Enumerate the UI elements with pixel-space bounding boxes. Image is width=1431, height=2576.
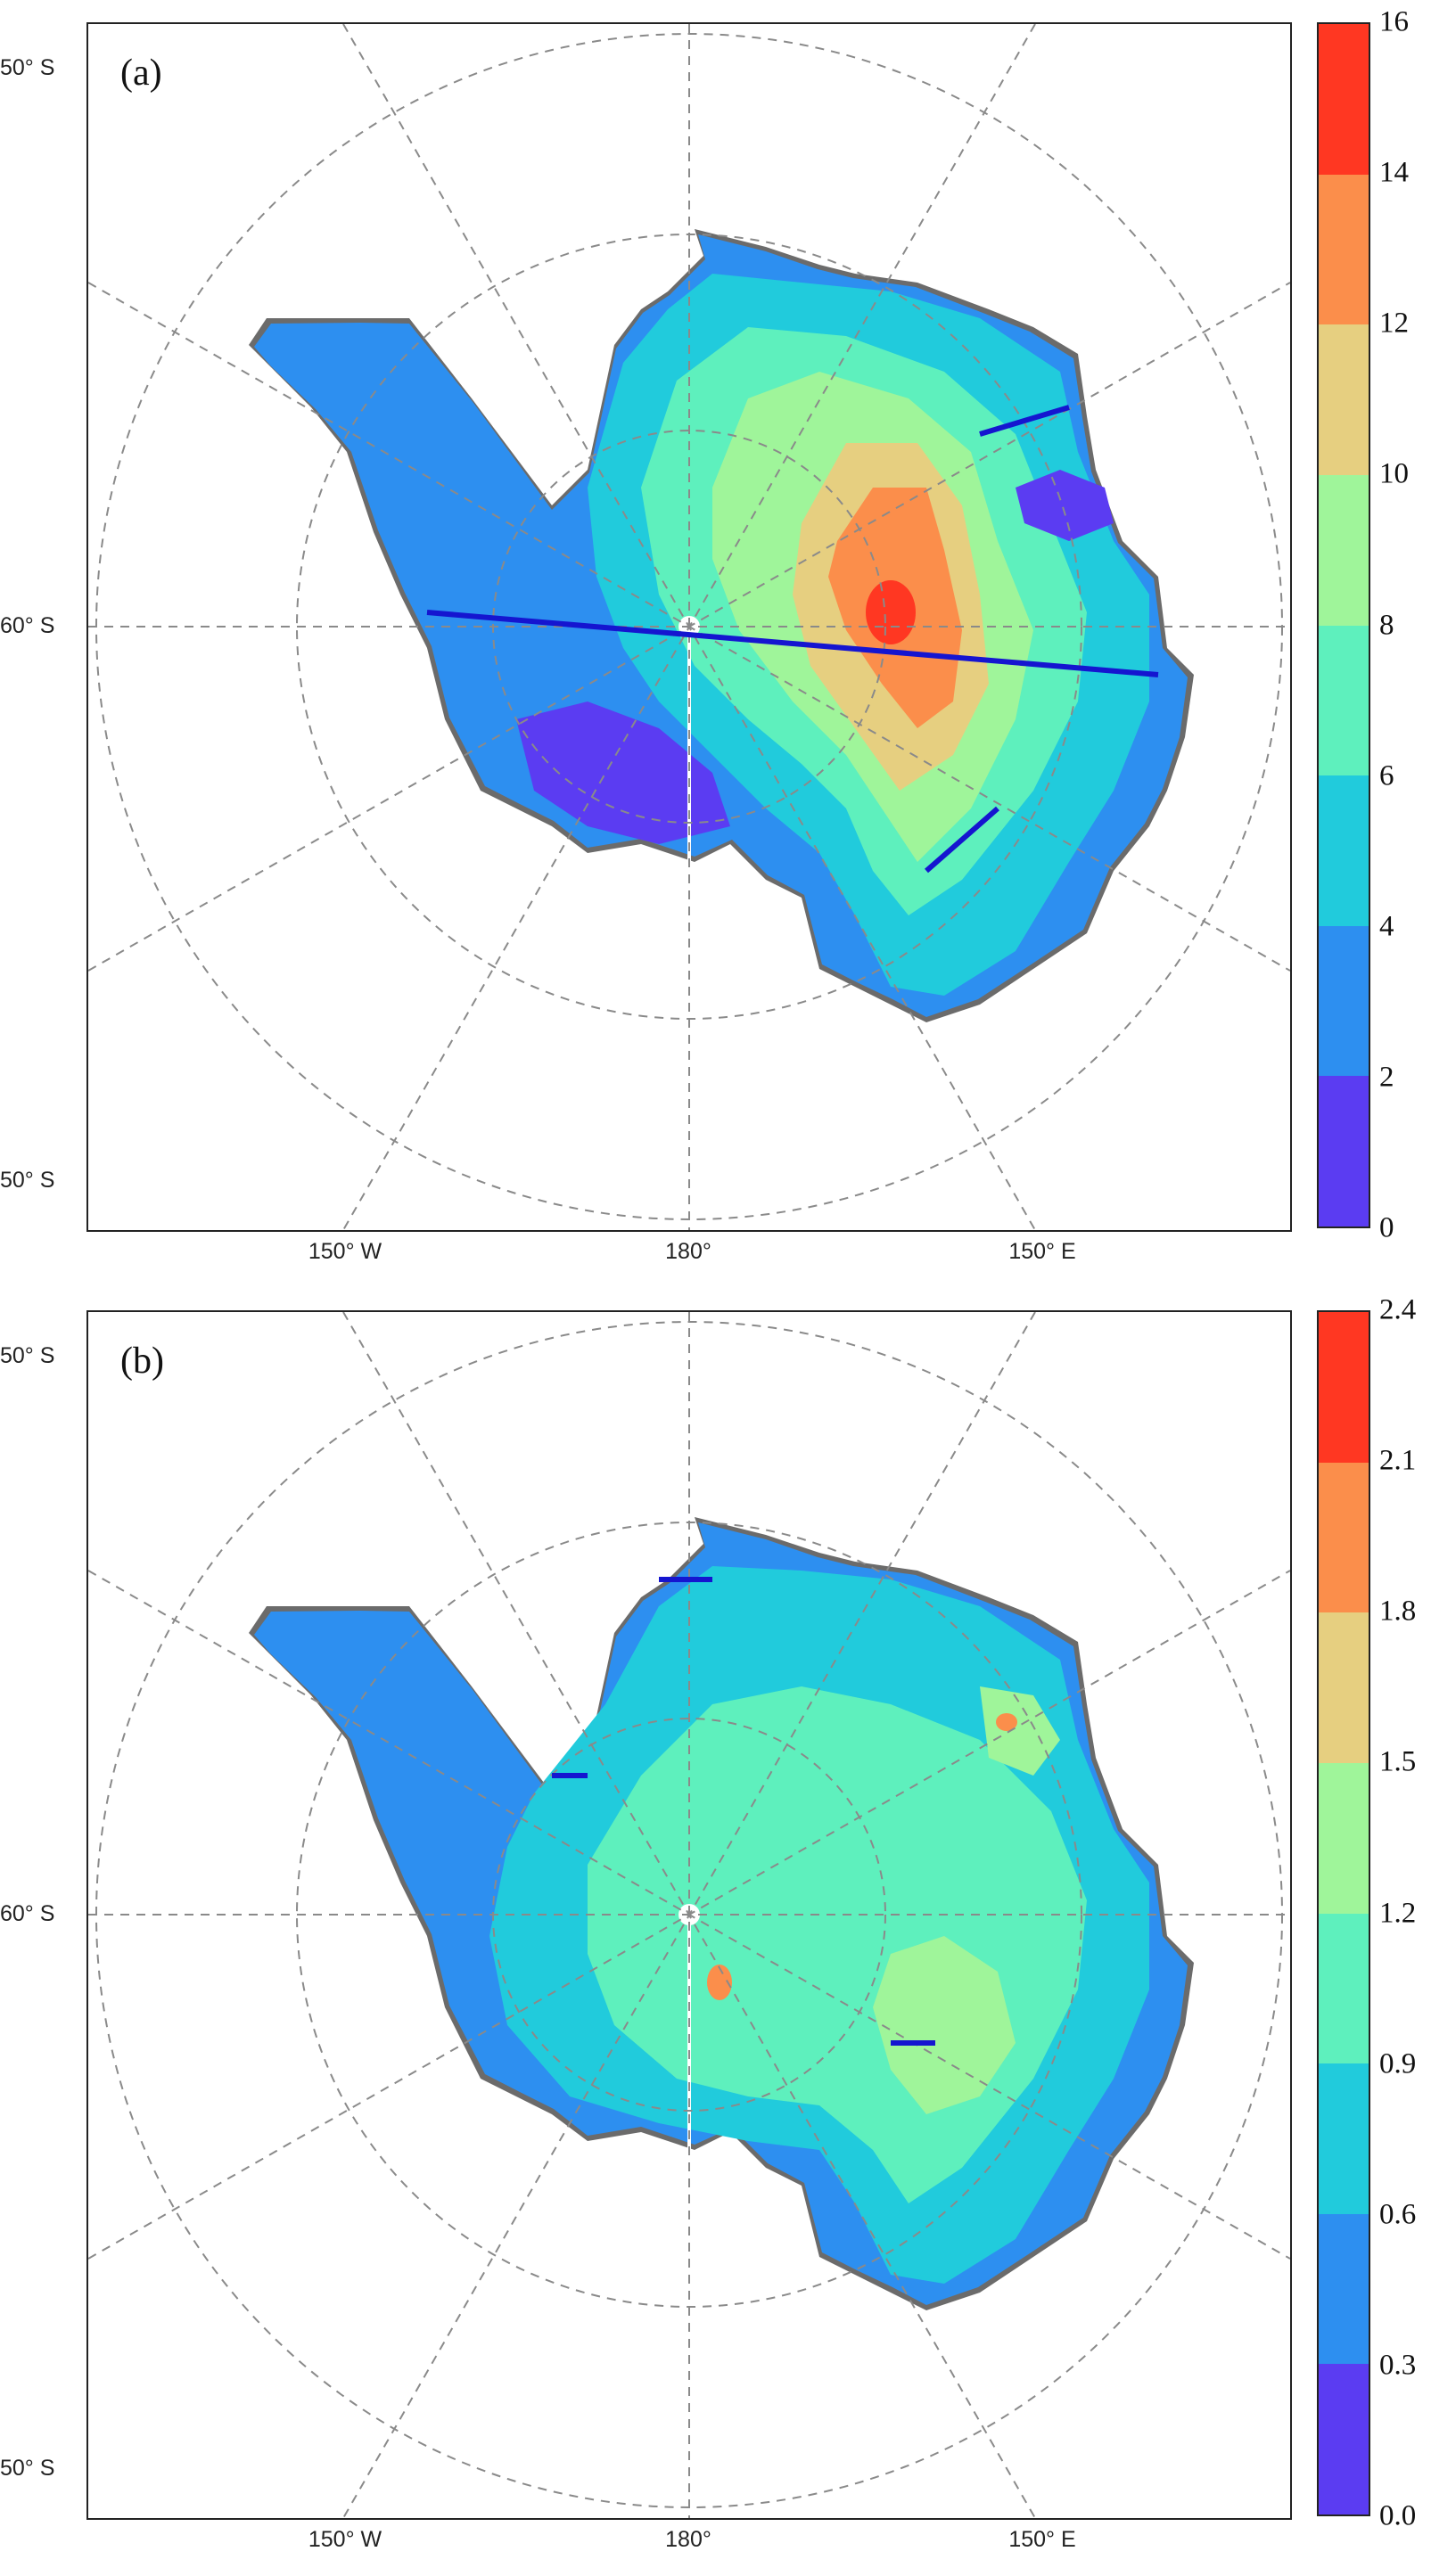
colorbar-tick-label: 2 <box>1379 1061 1394 1094</box>
graticule-b <box>88 1312 1290 2518</box>
colorbar-segment <box>1319 1913 1369 2064</box>
colorbar-segment <box>1319 2213 1369 2365</box>
low-region-1 <box>516 701 730 844</box>
colorbar-segment <box>1319 2364 1369 2514</box>
colorbar-tick-label: 0.9 <box>1379 2047 1417 2080</box>
colorbar-segment <box>1319 24 1369 175</box>
colorbar-tick-label: 1.5 <box>1379 1745 1417 1778</box>
colorbar-segment <box>1319 474 1369 626</box>
colorbar-segment <box>1319 1076 1369 1226</box>
panel-label: (a) <box>120 53 162 94</box>
lon-label-west: 150° W <box>308 2527 382 2552</box>
lon-label-center: 180° <box>665 1239 711 1264</box>
graticule-a <box>88 24 1290 1230</box>
panel-label: (b) <box>120 1341 164 1382</box>
colorbar-tick-label: 2.1 <box>1379 1444 1417 1477</box>
map-frame-b <box>86 1310 1292 2520</box>
panel-a: (a) 50° S 60° S 50° S 150° W 180° 150° E… <box>0 5 1409 1265</box>
colorbar-segment <box>1319 324 1369 475</box>
lon-label-west: 150° W <box>308 1239 382 1264</box>
colorbar-segment <box>1319 1462 1369 1613</box>
lat-label-mid: 60° S <box>0 1901 55 1926</box>
lat-label-top: 50° S <box>0 55 55 80</box>
colorbar-tick-label: 12 <box>1379 307 1409 340</box>
colorbar-tick-label: 0.0 <box>1379 2499 1417 2532</box>
lat-label-top: 50° S <box>0 1343 55 1368</box>
colorbar-segment <box>1319 2063 1369 2214</box>
low-region-2 <box>1016 470 1114 541</box>
colorbar-segment <box>1319 925 1369 1077</box>
colorbar-b <box>1317 1310 1370 2516</box>
panel-b: (b) 50° S 60° S 50° S 150° W 180° 150° E… <box>0 1288 1431 2576</box>
colorbar-tick-label: 8 <box>1379 609 1394 641</box>
colorbar-tick-label: 6 <box>1379 759 1394 792</box>
region-1.5-1.8-b <box>980 1686 1060 1776</box>
lon-label-center: 180° <box>665 2527 711 2552</box>
colorbar-tick-label: 14 <box>1379 156 1409 189</box>
map-frame-a <box>86 22 1292 1232</box>
lon-label-east: 150° E <box>1008 2527 1076 2552</box>
colorbar-tick-label: 16 <box>1379 5 1409 38</box>
colorbar-tick-label: 10 <box>1379 457 1409 490</box>
lat-label-mid: 60° S <box>0 613 55 638</box>
colorbar-tick-label: 0.6 <box>1379 2198 1417 2231</box>
flight-lines-a <box>426 405 1159 874</box>
colorbar-segment <box>1319 775 1369 926</box>
peak-region <box>866 580 916 644</box>
colorbar-tick-label: 1.2 <box>1379 1897 1417 1929</box>
colorbar-segment <box>1319 625 1369 776</box>
peak-region-b2 <box>996 1713 1017 1731</box>
colorbar-tick-label: 0.3 <box>1379 2349 1417 2382</box>
colorbar-tick-label: 0 <box>1379 1211 1394 1244</box>
colorbar-segment <box>1319 1762 1369 1914</box>
antarctica-map-a <box>88 24 1290 1230</box>
peak-region-b <box>707 1965 732 2000</box>
colorbar-segment <box>1319 1612 1369 1763</box>
colorbar-segment <box>1319 1312 1369 1463</box>
colorbar-tick-label: 1.8 <box>1379 1595 1417 1628</box>
region-1.5-1.8 <box>873 1936 1016 2114</box>
colorbar-tick-label: 4 <box>1379 910 1394 943</box>
flight-lines-b <box>552 1577 935 2046</box>
colorbar-segment <box>1319 174 1369 325</box>
lat-label-bottom: 50° S <box>0 1168 55 1193</box>
lat-label-bottom: 50° S <box>0 2456 55 2481</box>
antarctica-map-b <box>88 1312 1290 2518</box>
colorbar-a <box>1317 22 1370 1228</box>
colorbar-tick-label: 2.4 <box>1379 1293 1417 1326</box>
lon-label-east: 150° E <box>1008 1239 1076 1264</box>
